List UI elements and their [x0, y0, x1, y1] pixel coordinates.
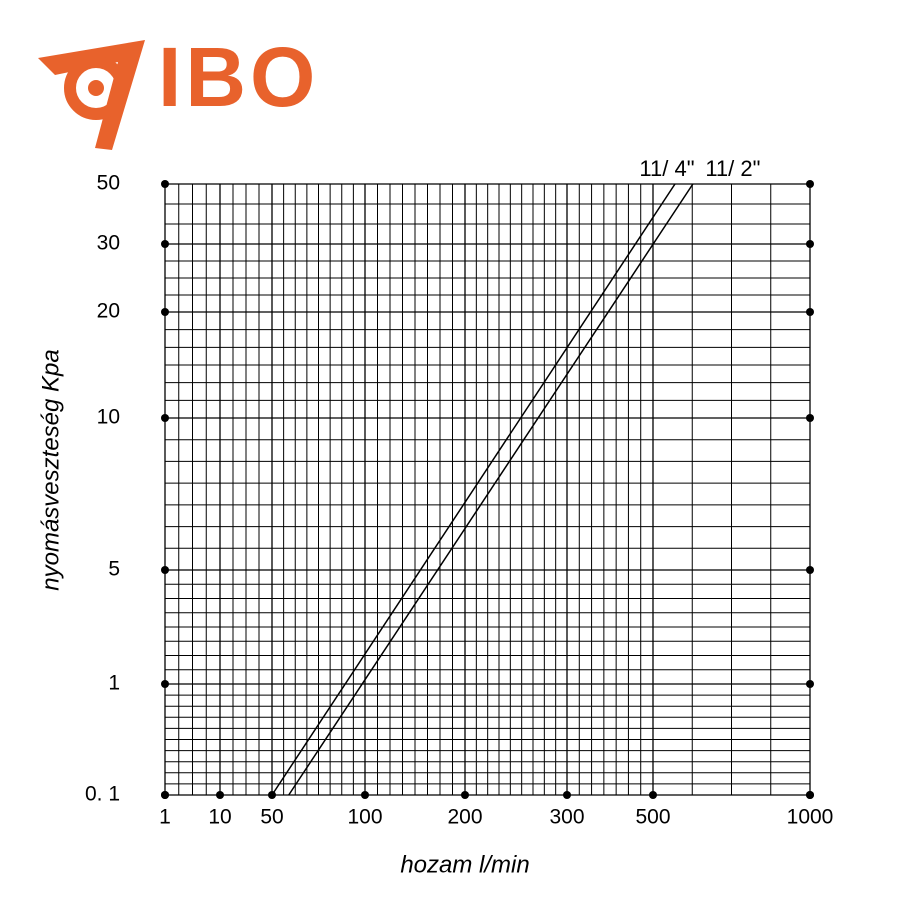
series-label: 11/ 2": [705, 156, 760, 181]
x-tick-label: 1000: [787, 806, 834, 829]
series-line: [271, 183, 676, 796]
tick-dot: [161, 566, 169, 574]
x-tick-label: 10: [208, 806, 231, 829]
x-tick-label: 50: [260, 806, 283, 829]
series-label: 11/ 4": [639, 156, 694, 181]
x-tick-label: 300: [549, 806, 584, 829]
logo-text: IBO: [158, 30, 319, 124]
tick-dot: [806, 566, 814, 574]
tick-dot: [161, 791, 169, 799]
y-tick-label: 1: [108, 672, 120, 695]
tick-dot: [806, 791, 814, 799]
tick-dot: [806, 680, 814, 688]
y-tick-label: 0. 1: [85, 783, 120, 806]
tick-dot: [806, 180, 814, 188]
y-axis-label: nyomásveszteség Kpa: [37, 349, 64, 590]
x-tick-label: 200: [447, 806, 482, 829]
y-tick-label: 50: [97, 172, 120, 195]
y-tick-label: 5: [108, 558, 120, 581]
y-tick-label: 20: [97, 300, 120, 323]
tick-dot: [806, 308, 814, 316]
x-axis-label: hozam l/min: [400, 851, 529, 878]
x-tick-label: 1: [159, 806, 171, 829]
tick-dot: [806, 240, 814, 248]
tick-dot: [161, 180, 169, 188]
tick-dot: [806, 414, 814, 422]
tick-dot: [161, 240, 169, 248]
tick-dot: [161, 308, 169, 316]
x-tick-label: 100: [347, 806, 382, 829]
logo-mark: [38, 40, 145, 150]
x-tick-label: 500: [635, 806, 670, 829]
tick-dot: [161, 414, 169, 422]
y-tick-label: 30: [97, 232, 120, 255]
y-tick-label: 10: [97, 406, 120, 429]
series-line: [288, 183, 694, 796]
tick-dot: [161, 680, 169, 688]
